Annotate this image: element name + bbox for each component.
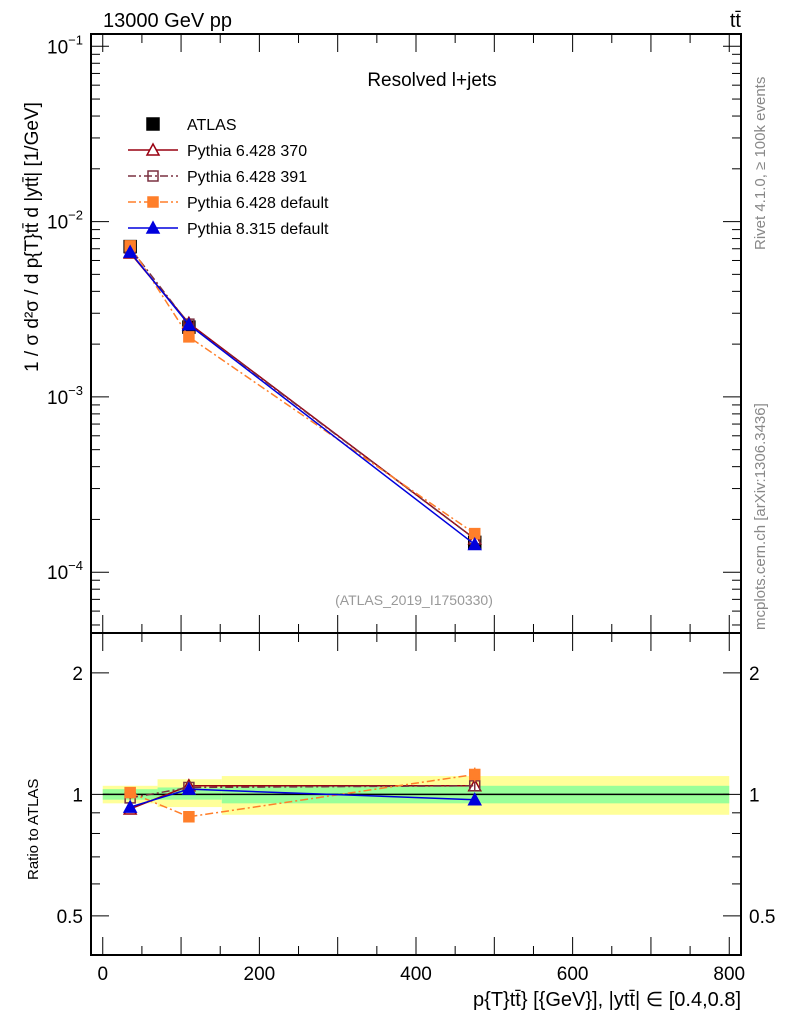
- legend-label: Pythia 8.315 default: [187, 221, 329, 238]
- data-point: [181, 317, 197, 331]
- mcplots-label: mcplots.cern.ch [arXiv:1306.3436]: [752, 403, 769, 630]
- ratio-y-tick-label-right: 0.5: [749, 907, 775, 928]
- y-tick-label: 10−1: [47, 32, 83, 58]
- ratio-y-tick-label-right: 1: [749, 785, 760, 806]
- ratio-point: [468, 780, 481, 792]
- ratio-point: [181, 781, 197, 795]
- main-ylabel: 1 / σ d²σ / d p{T}tt̄ d |ytt̄| [1/GeV]: [22, 102, 43, 372]
- y-tick-exponent: −4: [68, 558, 83, 573]
- y-tick-base: 10: [47, 388, 68, 409]
- ratio-point: [124, 786, 136, 799]
- y-tick-label: 10−3: [47, 383, 83, 409]
- header-final-state: tt̄: [730, 10, 742, 32]
- y-tick-exponent: −3: [68, 383, 83, 398]
- y-tick-label: 10−2: [47, 208, 83, 234]
- legend-label: Pythia 6.428 370: [187, 143, 307, 160]
- x-tick-label: 800: [713, 964, 745, 985]
- legend-label: ATLAS: [187, 117, 237, 134]
- y-tick-label: 10−4: [47, 558, 83, 584]
- legend-label: Pythia 6.428 default: [187, 195, 329, 212]
- ratio-y-tick-label-right: 2: [749, 664, 760, 685]
- ratio-y-tick-label-left: 2: [72, 664, 83, 685]
- data-point: [183, 331, 195, 343]
- legend-marker: [146, 117, 160, 131]
- y-tick-exponent: −2: [68, 208, 83, 223]
- series-line: [129, 245, 476, 535]
- x-tick-label: 200: [244, 964, 276, 985]
- ratio-ylabel: Ratio to ATLAS: [25, 779, 42, 880]
- y-tick-base: 10: [47, 563, 68, 584]
- data-point: [467, 536, 482, 551]
- series-line: [129, 252, 476, 540]
- main-title: Resolved l+jets: [367, 70, 496, 91]
- legend-marker: [147, 170, 159, 182]
- data-point: [122, 244, 138, 258]
- ratio-y-tick-label-left: 0.5: [57, 907, 83, 928]
- ratio-y-tick-label-left: 1: [72, 785, 83, 806]
- analysis-tag: (ATLAS_2019_I1750330): [335, 592, 493, 608]
- legend-marker: [145, 220, 161, 234]
- legend-marker: [145, 142, 161, 156]
- y-tick-base: 10: [47, 213, 68, 234]
- legend-label: Pythia 6.428 391: [187, 169, 307, 186]
- ratio-point: [468, 768, 481, 781]
- y-tick-exponent: −1: [68, 32, 83, 47]
- ratio-point: [467, 792, 482, 806]
- x-tick-label: 0: [97, 964, 108, 985]
- rivet-label: Rivet 4.1.0, ≥ 100k events: [752, 77, 769, 250]
- ratio-point: [183, 811, 195, 823]
- series-line: [129, 247, 476, 540]
- y-tick-base: 10: [47, 37, 68, 58]
- header-process: 13000 GeV pp: [103, 10, 232, 32]
- legend-marker: [147, 196, 159, 208]
- ratio-point: [122, 799, 138, 813]
- x-tick-label: 600: [557, 964, 589, 985]
- x-tick-label: 400: [400, 964, 432, 985]
- x-axis-label: p{T}tt̄} [{GeV}], |ytt̄| ∈ [0.4,0.8]: [473, 989, 741, 1011]
